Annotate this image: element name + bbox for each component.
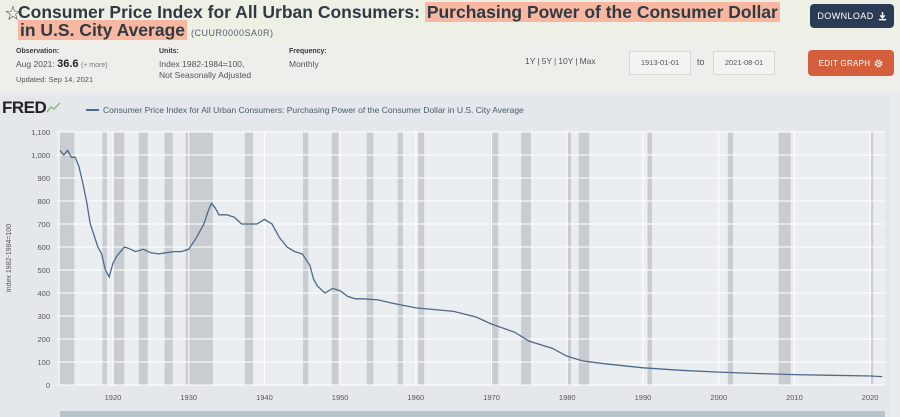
frequency-value: Monthly [289, 59, 319, 69]
star-icon[interactable]: ☆ [4, 3, 22, 25]
download-button[interactable]: DOWNLOAD [810, 4, 894, 28]
y-tick-label-500: 500 [37, 266, 50, 275]
chart-legend: Consumer Price Index for All Urban Consu… [86, 105, 524, 115]
y-tick-label-0: 0 [46, 381, 50, 390]
range-max[interactable]: Max [579, 56, 596, 66]
y-tick-label-900: 900 [37, 174, 50, 183]
recession-band-16 [647, 132, 653, 385]
date-from-input[interactable]: 1913-01-01 [629, 51, 691, 75]
range-links: 1Y | 5Y | 10Y | Max [525, 56, 596, 66]
y-axis-ticks: 0 100 200 300 400 500 600 700 800 900 1,000 1,100 [31, 128, 50, 390]
x-tick-label-1930: 1930 [180, 393, 197, 402]
y-tick-label-200: 200 [37, 335, 50, 344]
title-band: ☆ Consumer Price Index for All Urban Con… [0, 0, 900, 42]
range-slider-track[interactable] [60, 411, 885, 417]
range-1y[interactable]: 1Y [525, 56, 536, 66]
date-to-input[interactable]: 2021-08-01 [713, 51, 775, 75]
page-title-line-2: in U.S. City Average (CUUR0000SA0R) [18, 20, 274, 41]
date-to-label: to [697, 57, 705, 67]
page-title: Consumer Price Index for All Urban Consu… [18, 2, 780, 23]
recession-band-1 [102, 132, 107, 385]
download-icon [878, 11, 886, 20]
title-part-1: Consumer Price Index for All Urban Consu… [18, 2, 425, 22]
plot-background [57, 132, 885, 385]
series-id: (CUUR0000SA0R) [191, 28, 274, 38]
recession-band-19 [870, 132, 874, 385]
x-axis-ticks: 1920 1930 1940 1950 1960 1970 1980 1990 2000 2010… [105, 393, 879, 402]
x-tick-label-1970: 1970 [483, 393, 500, 402]
units-line-2: Not Seasonally Adjusted [159, 70, 252, 80]
units-line-1: Index 1982-1984=100, [159, 59, 245, 69]
recession-band-14 [567, 132, 572, 385]
x-tick-label-1980: 1980 [559, 393, 576, 402]
fred-logo-text: FRED [2, 98, 47, 117]
title-part-2: Purchasing Power of the Consumer Dollar [424, 2, 780, 22]
fred-logo: FRED [2, 98, 62, 118]
x-tick-label-2010: 2010 [786, 393, 803, 402]
title-part-3: in U.S. City Average [18, 20, 188, 40]
range-10y[interactable]: 10Y [558, 56, 574, 66]
y-tick-label-600: 600 [37, 243, 50, 252]
x-tick-label-2020: 2020 [862, 393, 879, 402]
observation-line: Aug 2021: 36.6 (+ more) [16, 59, 108, 71]
recession-band-11 [418, 132, 425, 385]
y-tick-label-1100: 1,100 [31, 128, 50, 137]
edit-graph-button[interactable]: EDIT GRAPH [808, 50, 894, 76]
frequency-label: Frequency: [289, 48, 327, 55]
recession-band-6 [244, 132, 254, 385]
x-tick-label-1940: 1940 [256, 393, 273, 402]
y-tick-label-100: 100 [37, 358, 50, 367]
edit-graph-label: EDIT GRAPH [818, 58, 871, 68]
recession-band-18 [778, 132, 791, 385]
y-tick-label-300: 300 [37, 312, 50, 321]
range-5y[interactable]: 5Y [541, 56, 553, 66]
observation-label: Observation: [16, 48, 60, 55]
observation-value: 36.6 [57, 58, 79, 70]
x-tick-label-1990: 1990 [635, 393, 652, 402]
y-tick-label-400: 400 [37, 289, 50, 298]
y-tick-label-700: 700 [37, 220, 50, 229]
observation-date: Aug 2021: [16, 59, 55, 69]
series-line-cpi-purchasing-power[interactable] [59, 149, 883, 378]
units-label: Units: [159, 48, 179, 55]
recession-band-4 [164, 132, 173, 385]
x-tick-label-1960: 1960 [408, 393, 425, 402]
recession-band-12 [490, 132, 499, 385]
recession-band-8 [331, 132, 339, 385]
legend-label: Consumer Price Index for All Urban Consu… [103, 105, 524, 115]
recession-band-17 [727, 132, 734, 385]
download-label: DOWNLOAD [817, 11, 874, 21]
y-axis-label: Index 1982-1984=100 [6, 224, 13, 292]
recession-band-15 [578, 132, 590, 385]
y-tick-label-800: 800 [37, 197, 50, 206]
updated-date: Updated: Sep 14, 2021 [16, 75, 94, 84]
recession-band-0 [60, 132, 75, 385]
x-tick-label-2000: 2000 [710, 393, 727, 402]
y-tick-label-1000: 1,000 [31, 151, 50, 160]
fred-logo-graph-icon [46, 102, 61, 113]
series-meta: Observation: Aug 2021: 36.6 (+ more) Upd… [0, 42, 900, 94]
x-tick-label-1920: 1920 [105, 393, 122, 402]
gridlines [57, 131, 885, 386]
x-tick-label-1950: 1950 [332, 393, 349, 402]
recession-band-2 [113, 132, 125, 385]
gear-icon [875, 59, 883, 67]
recession-band-3 [138, 132, 148, 385]
observation-more-link[interactable]: (+ more) [80, 62, 108, 69]
recession-band-5 [185, 132, 213, 385]
legend-swatch [86, 109, 99, 111]
recession-band-13 [521, 132, 531, 385]
recession-band-9 [366, 132, 374, 385]
recession-band-10 [397, 132, 403, 385]
